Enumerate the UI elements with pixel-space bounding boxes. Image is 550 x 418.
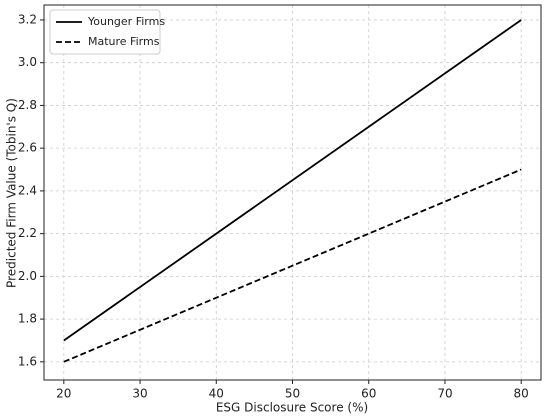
x-tick-label: 60 (361, 387, 376, 401)
y-tick-label: 2.6 (18, 141, 37, 155)
x-tick-label: 70 (437, 387, 452, 401)
y-tick-label: 2.4 (18, 183, 37, 197)
y-tick-label: 2.2 (18, 226, 37, 240)
x-axis-label: ESG Disclosure Score (%) (216, 401, 368, 415)
series-line (63, 19, 522, 342)
plot-frame (43, 4, 542, 381)
legend-label: Mature Firms (88, 35, 160, 48)
legend-box (49, 9, 161, 55)
x-tick-label: 50 (285, 387, 300, 401)
x-tick-label: 30 (132, 387, 147, 401)
y-tick-label: 3.2 (18, 12, 37, 26)
x-tick-label: 80 (514, 387, 529, 401)
x-tick-label: 20 (56, 387, 71, 401)
y-tick-label: 1.6 (18, 354, 37, 368)
series-line (63, 168, 522, 363)
y-tick-label: 2.8 (18, 98, 37, 112)
legend-label: Younger Firms (87, 15, 165, 28)
y-axis-label: Predicted Firm Value (Tobin's Q) (5, 98, 19, 288)
y-tick-label: 2.0 (18, 269, 37, 283)
x-tick-label: 40 (209, 387, 224, 401)
y-tick-label: 1.8 (18, 312, 37, 326)
y-tick-label: 3.0 (18, 55, 37, 69)
